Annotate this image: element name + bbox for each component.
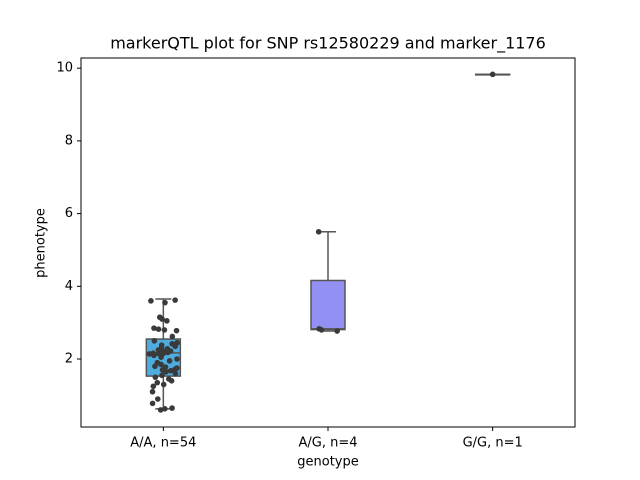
plot-frame [80, 57, 576, 428]
point [155, 326, 162, 333]
point [172, 343, 179, 350]
point [173, 327, 180, 334]
y-tick-label: 2 [65, 352, 73, 367]
point [334, 328, 340, 334]
point [172, 370, 179, 377]
box [310, 279, 346, 331]
x-tick-label: G/G, n=1 [463, 436, 523, 451]
point [146, 351, 153, 357]
point [151, 338, 158, 344]
point [162, 299, 168, 306]
point [168, 367, 174, 374]
point [149, 388, 156, 395]
y-tick-label: 10 [56, 61, 73, 76]
point [165, 349, 171, 356]
x-tick-label: A/A, n=54 [130, 436, 196, 451]
point [168, 378, 175, 384]
point [158, 361, 164, 368]
point [160, 381, 167, 388]
point [157, 407, 164, 413]
point [154, 379, 161, 386]
x-axis-label: genotype [297, 455, 358, 470]
point [159, 316, 165, 322]
y-axis-label: phenotype [34, 208, 49, 278]
point [150, 383, 157, 390]
point [151, 325, 157, 331]
point [154, 396, 161, 402]
point [318, 327, 325, 333]
point [489, 71, 496, 78]
point [172, 297, 178, 303]
point [174, 356, 180, 362]
point [172, 366, 178, 372]
point [169, 405, 175, 411]
point [169, 333, 176, 340]
y-tick-label: 6 [65, 206, 73, 221]
point [152, 363, 158, 370]
point [149, 400, 156, 407]
point [166, 358, 173, 364]
point [315, 228, 322, 235]
point [148, 298, 154, 304]
point [164, 318, 170, 324]
point [158, 354, 164, 360]
point [161, 327, 168, 333]
point [151, 352, 157, 359]
point [159, 372, 165, 379]
point [163, 368, 169, 375]
x-tick-label: A/G, n=4 [298, 436, 357, 451]
point [152, 374, 159, 380]
y-tick-label: 4 [65, 279, 73, 294]
chart-title: markerQTL plot for SNP rs12580229 and ma… [110, 34, 546, 54]
y-tick-label: 8 [65, 133, 73, 148]
